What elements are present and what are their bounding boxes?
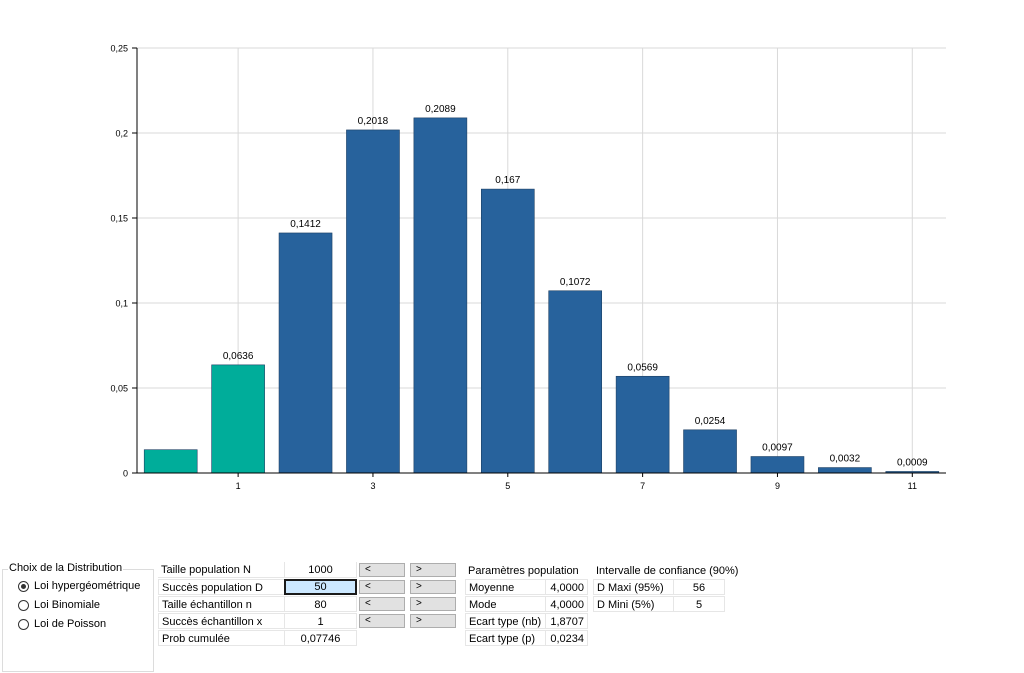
y-tick-label: 0,15	[110, 214, 128, 224]
increase-x-button[interactable]: >	[410, 614, 456, 628]
y-tick-label: 0,1	[115, 299, 128, 309]
bar-data-label: 0,0009	[897, 457, 928, 468]
radio-label: Loi de Poisson	[34, 618, 107, 630]
pop-label-moyenne: Moyenne	[465, 579, 545, 595]
pop-label-mode: Mode	[465, 596, 545, 612]
ci-label-max: D Maxi (95%)	[593, 579, 673, 595]
ci-label-min: D Mini (5%)	[593, 596, 673, 612]
bar-data-label: 0,0097	[762, 443, 793, 454]
decrease-n-button[interactable]: <	[359, 597, 405, 611]
pop-label-ecart-nb: Ecart type (nb)	[465, 613, 545, 629]
param-value-n[interactable]: 80	[284, 596, 357, 612]
bar	[143, 449, 198, 474]
y-tick-label: 0,05	[110, 384, 128, 394]
bar-data-label: 0,1072	[560, 277, 591, 288]
radio-poisson[interactable]: Loi de Poisson	[18, 616, 106, 632]
bar	[683, 429, 737, 474]
param-label-n: Taille échantillon n	[158, 596, 284, 612]
y-tick-label: 0,2	[115, 129, 128, 139]
param-value-prob: 0,07746	[284, 630, 357, 646]
bar	[413, 117, 468, 474]
increase-n-button[interactable]: >	[410, 597, 456, 611]
param-value-x[interactable]: 1	[284, 613, 357, 629]
bar-data-label: 0,0032	[830, 454, 861, 465]
bar-data-label: 0,2018	[358, 116, 389, 127]
param-label-prob: Prob cumulée	[158, 630, 284, 646]
param-label-D: Succès population D	[158, 579, 284, 595]
decrease-D-button[interactable]: <	[359, 580, 405, 594]
radio-button-icon[interactable]	[18, 599, 29, 611]
bar	[278, 232, 333, 474]
bar-data-label: 0,2089	[425, 104, 456, 115]
bar	[211, 364, 265, 474]
increase-N-button[interactable]: >	[410, 563, 456, 577]
y-tick-label: 0	[123, 469, 128, 479]
bar-data-label: 0,167	[495, 175, 520, 186]
pop-value-moyenne: 4,0000	[545, 579, 588, 595]
radio-button-icon[interactable]	[18, 580, 29, 592]
pop-value-ecart-p: 0,0234	[545, 630, 588, 646]
bar	[346, 129, 400, 474]
decrease-x-button[interactable]: <	[359, 614, 405, 628]
x-tick-label: 11	[908, 481, 917, 491]
probability-bar-chart: 0 0,05 0,1 0,15 0,2 0,25 0,0636 0,1412 0,2018 0,2…	[110, 44, 946, 491]
distribution-group-title: Choix de la Distribution	[8, 562, 124, 575]
param-value-D[interactable]: 50	[284, 579, 357, 595]
increase-D-button[interactable]: >	[410, 580, 456, 594]
radio-button-icon[interactable]	[18, 618, 29, 630]
pop-value-ecart-nb: 1,8707	[545, 613, 588, 629]
radio-label: Loi Binomiale	[34, 599, 101, 611]
bar-data-label: 0,0254	[695, 416, 726, 427]
bar	[480, 188, 535, 474]
x-tick-label: 3	[370, 481, 375, 491]
radio-label: Loi hypergéométrique	[34, 580, 141, 592]
radio-binomial[interactable]: Loi Binomiale	[18, 597, 100, 613]
ci-value-max: 56	[673, 579, 725, 595]
bar-data-label: 0,0636	[223, 351, 254, 362]
pop-value-mode: 4,0000	[545, 596, 588, 612]
confidence-title: Intervalle de confiance (90%)	[596, 565, 739, 577]
param-value-N[interactable]: 1000	[284, 562, 357, 578]
bar	[750, 456, 805, 474]
bar	[615, 375, 670, 474]
bar	[548, 290, 603, 474]
bar	[818, 467, 872, 474]
param-label-x: Succès échantillon x	[158, 613, 284, 629]
bar-data-label: 0,0569	[627, 362, 658, 373]
x-tick-label: 9	[775, 481, 780, 491]
radio-selected-dot	[21, 583, 26, 589]
decrease-N-button[interactable]: <	[359, 563, 405, 577]
population-title: Paramètres population	[468, 565, 579, 577]
ci-value-min: 5	[673, 596, 725, 612]
x-tick-label: 7	[640, 481, 645, 491]
param-label-N: Taille population N	[158, 562, 284, 578]
y-tick-label: 0,25	[110, 44, 128, 54]
x-tick-label: 5	[505, 481, 510, 491]
pop-label-ecart-p: Ecart type (p)	[465, 630, 545, 646]
x-tick-label: 1	[236, 481, 241, 491]
bar-data-label: 0,1412	[290, 219, 321, 230]
radio-hypergeometric[interactable]: Loi hypergéométrique	[18, 578, 140, 594]
